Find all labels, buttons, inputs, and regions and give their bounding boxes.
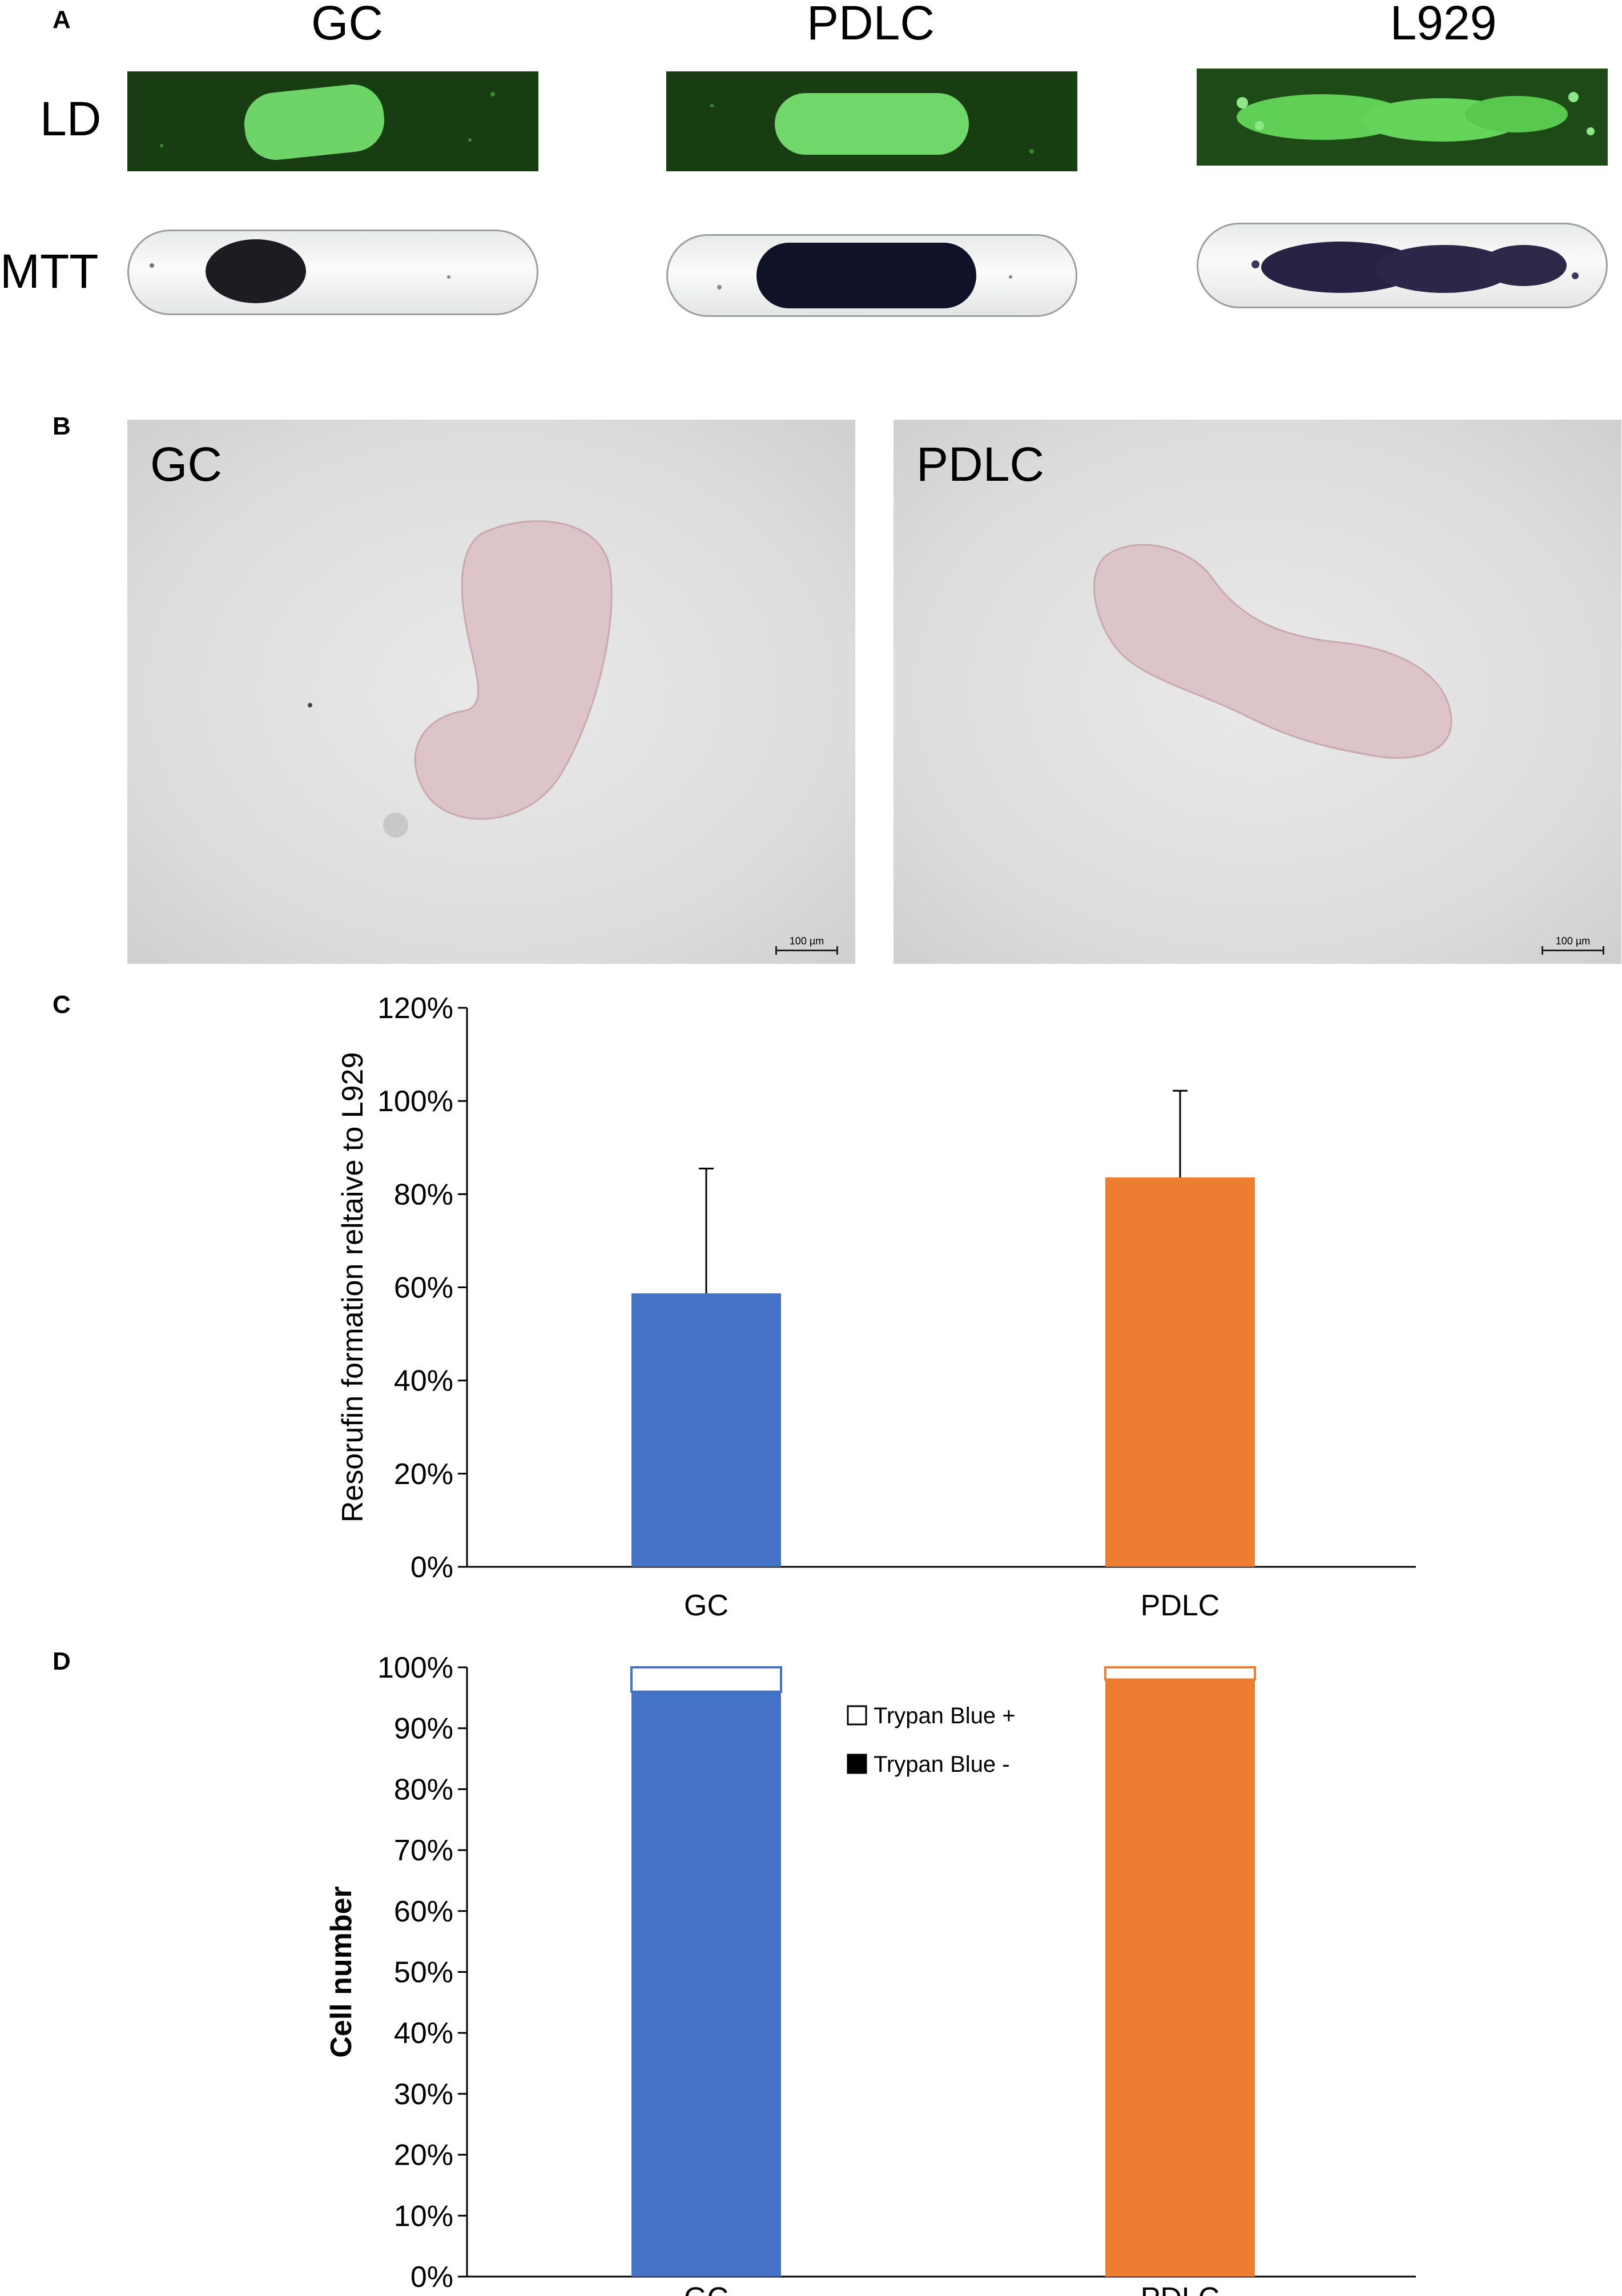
scale-bar-text-gc: 100 µm [789,935,824,947]
scale-bar-gc: 100 µm [775,935,838,955]
column-header-gc: GC [311,0,383,50]
y-tick-label: 120% [377,992,453,1025]
y-tick-label: 50% [394,1956,453,1989]
bar-pdlc-segment-trypan-pos [1104,1666,1256,1681]
legend-swatch-trypan-neg [847,1754,867,1774]
ld-image-l929 [1197,69,1608,166]
ld-image-pdlc [666,71,1077,171]
y-tick-label: 100% [377,1085,453,1118]
bar-pdlc-segment-trypan-neg [1105,1679,1255,2277]
micrograph-label-gc: GC [150,437,222,491]
y-tick-label: 100% [377,1651,453,1684]
y-tick-label: 60% [394,1272,453,1305]
legend-label-trypan-pos: Trypan Blue + [874,1703,1016,1728]
panel-d-letter: D [53,1647,71,1675]
bar-pdlc [1105,1177,1255,1567]
chart-d-cell-number: 0% 10% 20% 30% 40% 50% 60% 70% 80% 90% 100% Trypan … [325,1651,1416,2296]
x-tick-label-gc: GC [684,1589,729,1622]
y-tick-label: 30% [394,2078,453,2111]
x-tick-label-pdlc: PDLC [1141,2282,1220,2296]
legend-label-trypan-neg: Trypan Blue - [874,1752,1010,1777]
row-header-mtt: MTT [0,244,99,298]
x-tick-label-gc: GC [684,2282,729,2296]
y-axis-label: Resorufin formation reltaive to L929 [336,1052,369,1523]
column-header-l929: L929 [1390,0,1497,50]
mtt-image-l929 [1197,223,1608,308]
x-tick-label-pdlc: PDLC [1141,1589,1220,1622]
legend-swatch-trypan-pos [847,1705,867,1726]
scale-bar-text-pdlc: 100 µm [1555,935,1591,947]
y-tick-label: 60% [394,1895,453,1928]
row-header-ld: LD [40,92,102,146]
panel-b-letter: B [53,412,71,440]
y-tick-label: 20% [394,2139,453,2172]
bar-gc-segment-trypan-neg [631,1691,781,2277]
micrograph-gc: GC 100 µm [127,420,855,964]
y-tick-label: 80% [394,1773,453,1806]
mtt-image-pdlc [666,234,1077,317]
column-header-pdlc: PDLC [806,0,935,50]
scale-bar-pdlc: 100 µm [1541,935,1604,955]
bar-gc-segment-trypan-pos [630,1666,782,1693]
micrograph-label-pdlc: PDLC [916,437,1045,491]
mtt-image-gc [127,230,538,315]
y-tick-label: 0% [410,2261,453,2294]
y-tick-label: 20% [394,1458,453,1491]
y-tick-label: 40% [394,2017,453,2050]
y-tick-label: 40% [394,1365,453,1398]
y-tick-label: 10% [394,2200,453,2233]
ld-image-gc [127,71,538,171]
bar-gc [631,1293,781,1567]
chart-c-resorufin: 0% 20% 40% 60% 80% 100% 120% GC PDLC Resorufin fo… [336,992,1416,1622]
y-axis-label: Cell number [325,1886,358,2058]
y-tick-label: 0% [410,1551,453,1584]
y-tick-label: 90% [394,1712,453,1746]
y-tick-label: 70% [394,1834,453,1867]
panel-c-letter: C [53,991,71,1019]
micrograph-pdlc: PDLC 100 µm [893,420,1621,964]
y-tick-label: 80% [394,1178,453,1211]
panel-a-letter: A [53,6,71,34]
